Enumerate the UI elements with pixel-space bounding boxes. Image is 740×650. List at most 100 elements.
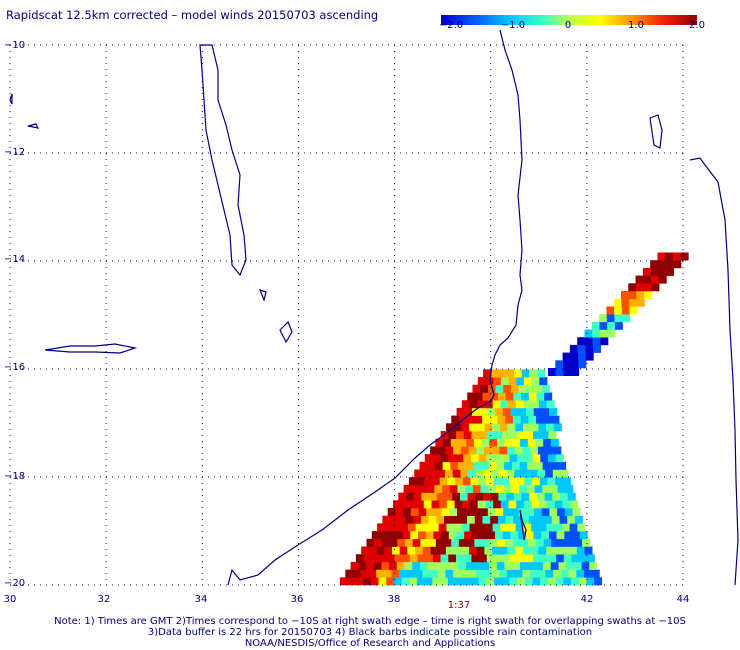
swath-cell [398, 492, 407, 501]
swath-cell [471, 554, 480, 563]
swath-cell [358, 561, 367, 570]
swath-cell [464, 531, 473, 540]
lon-label: 34 [194, 594, 208, 605]
swath-cell [570, 352, 579, 361]
swath-cell [525, 554, 534, 563]
swath-cell [507, 446, 516, 455]
swath-cell [421, 469, 430, 478]
swath-cell [593, 344, 601, 353]
swath-cell [340, 577, 348, 586]
swath-cell [535, 461, 543, 470]
swath-cell [562, 500, 571, 509]
swath-cell [561, 546, 570, 555]
swath-cell [509, 477, 517, 486]
lat-label: −12 [4, 147, 26, 158]
swath-cell [520, 561, 528, 570]
swath-cell [495, 384, 504, 393]
swath-cell [456, 554, 464, 563]
lon-label: 32 [97, 594, 111, 605]
swath-cell [469, 400, 478, 409]
swath-cell [511, 384, 519, 393]
swath-cell [547, 577, 556, 586]
swath-cell [461, 400, 470, 409]
swath-cell [470, 477, 479, 486]
swath-cell [501, 577, 510, 586]
swath-cell [439, 477, 448, 486]
swath-cell [466, 538, 475, 547]
swath-cell [485, 377, 494, 386]
swath-cell [483, 469, 492, 478]
lake-malawi [199, 44, 247, 277]
swath-cell [534, 508, 542, 516]
swath-cell [571, 368, 580, 376]
swath-cell [447, 454, 456, 463]
swath-cell [345, 569, 354, 578]
swath-cell [402, 531, 411, 540]
swath-cell [569, 546, 578, 555]
swath-cell [524, 577, 533, 586]
swath-cell [555, 577, 564, 586]
swath-cell [460, 446, 469, 455]
swath-cell [522, 546, 531, 555]
swath-cell [384, 523, 393, 532]
swath-cell [526, 508, 535, 516]
swath-cell [414, 469, 423, 478]
swath-cell [541, 407, 550, 416]
swath-cell [636, 298, 645, 307]
swath-cell [489, 438, 498, 447]
swath-cell [555, 477, 564, 486]
swath-cell [387, 531, 396, 540]
swath-cell [496, 561, 505, 570]
swath-cell [643, 283, 652, 292]
swath-cell [510, 407, 519, 416]
swath-cell [432, 454, 441, 463]
swath-cell [521, 392, 530, 401]
swath-cell [499, 423, 508, 432]
swath-cell [480, 484, 489, 493]
swath-cell [477, 377, 486, 386]
swath-cell [571, 554, 580, 563]
swath-cell [566, 561, 575, 570]
swath-cell [473, 461, 482, 470]
swath-cell [537, 469, 546, 478]
swath-cell [579, 554, 588, 563]
swath-cell [467, 392, 476, 401]
swath-cell [538, 523, 547, 532]
lon-label: 36 [290, 594, 304, 605]
swath-cell [458, 461, 466, 470]
swath-cell [577, 344, 586, 353]
swath-cell [474, 415, 483, 424]
swath-cell [517, 454, 526, 463]
swath-cell [494, 577, 502, 586]
swath-cell [554, 523, 563, 532]
swath-cell [371, 554, 380, 563]
swath-cell [523, 423, 531, 432]
swath-cell [382, 515, 391, 524]
swath-cell [409, 554, 418, 563]
swath-cell [399, 546, 408, 555]
swath-cell [456, 531, 465, 540]
swath-cell [527, 461, 536, 470]
madagascar-north [689, 157, 739, 586]
lon-label: 44 [676, 594, 690, 605]
swath-cell [543, 438, 552, 447]
swath-cell [467, 515, 476, 524]
lat-label: −16 [4, 362, 26, 373]
swath-cell [394, 554, 403, 563]
swath-cell [455, 454, 464, 463]
swath-cell [509, 554, 518, 563]
swath-cell [500, 500, 509, 509]
swath-cell [425, 531, 434, 540]
swath-cell [586, 554, 595, 563]
lat-label: −20 [4, 578, 26, 589]
swath-cell [524, 477, 533, 486]
swath-cell [650, 260, 659, 269]
swath-cell [540, 554, 549, 563]
lat-lon-grid [9, 44, 684, 586]
swath-cell [582, 538, 591, 547]
swath-cell [543, 415, 552, 424]
swath-cell [374, 538, 383, 547]
swath-cell [642, 267, 651, 276]
swath-cell [420, 538, 429, 547]
swath-cell [565, 484, 574, 493]
